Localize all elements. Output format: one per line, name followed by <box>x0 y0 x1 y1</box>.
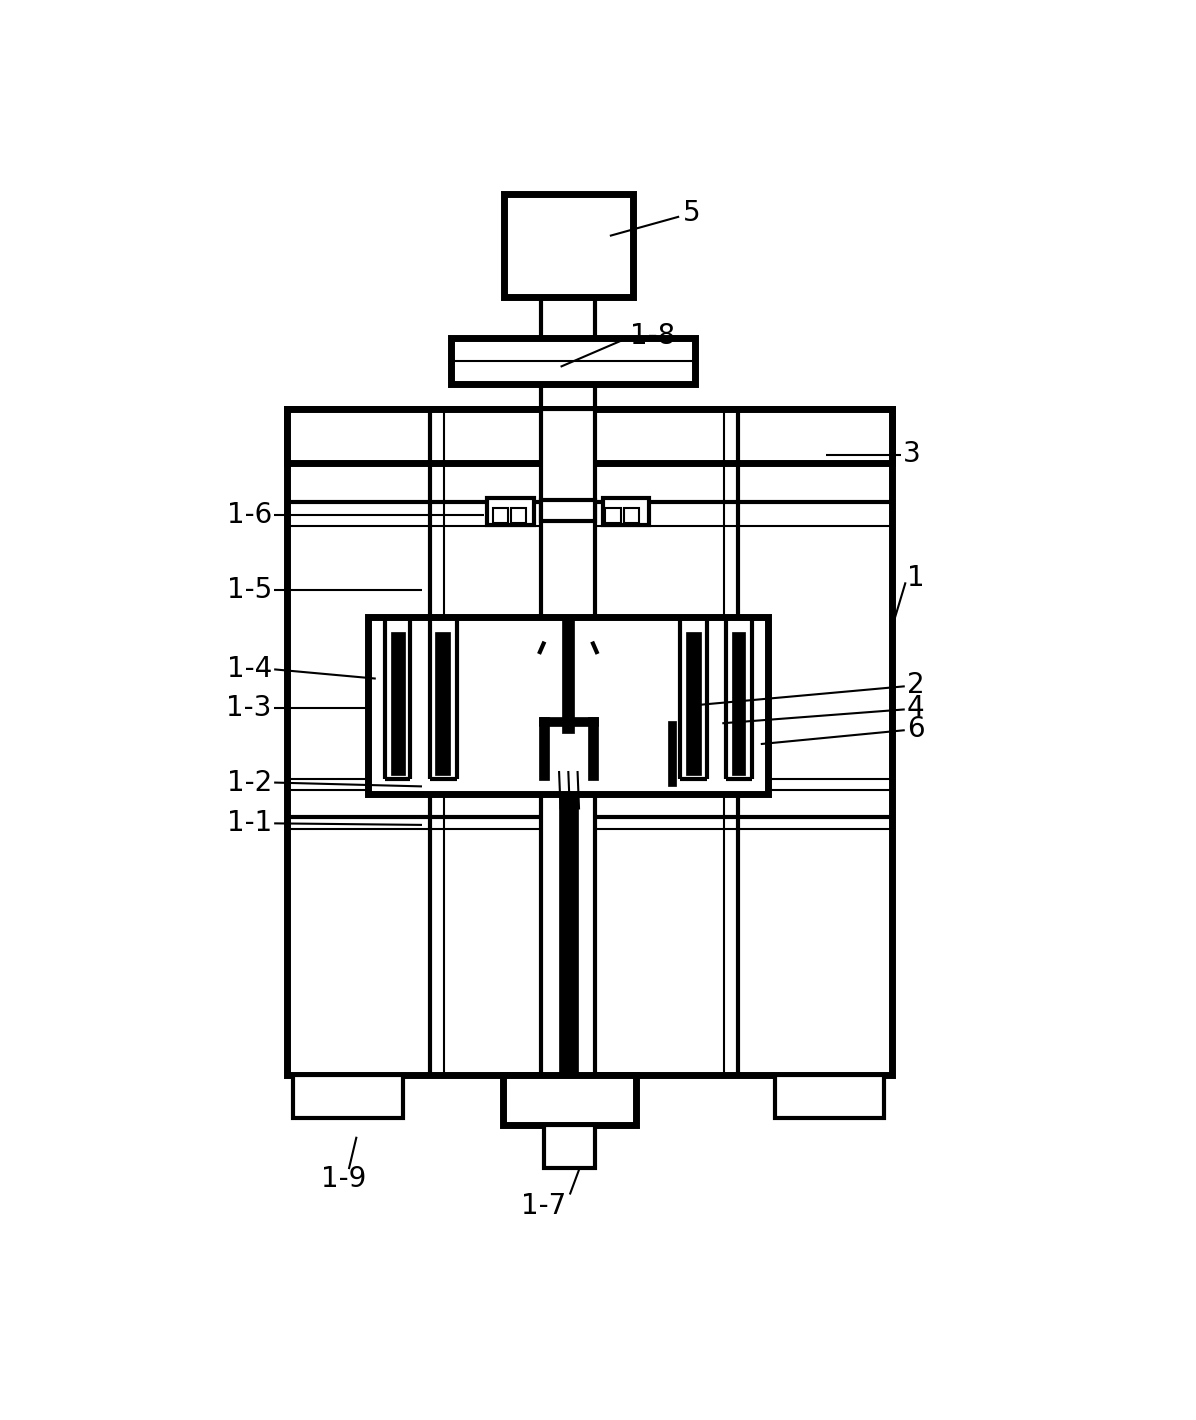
Text: 1-7: 1-7 <box>521 1191 566 1220</box>
Text: 4: 4 <box>907 694 925 721</box>
Bar <box>539 717 549 780</box>
Text: 1: 1 <box>907 565 925 592</box>
Bar <box>562 618 574 733</box>
Text: 1-2: 1-2 <box>226 768 271 797</box>
Bar <box>451 338 695 385</box>
Bar <box>368 618 769 794</box>
Text: 2: 2 <box>907 670 925 699</box>
Text: 1-6: 1-6 <box>226 501 271 530</box>
Bar <box>542 500 596 521</box>
Bar <box>544 1125 596 1167</box>
Text: 1-9: 1-9 <box>321 1164 366 1193</box>
Bar <box>391 632 405 775</box>
Bar <box>775 1075 884 1118</box>
Text: 1-3: 1-3 <box>226 694 271 721</box>
Bar <box>504 193 633 297</box>
Text: 6: 6 <box>907 714 925 743</box>
Text: 1-4: 1-4 <box>226 656 271 683</box>
Text: 1-5: 1-5 <box>226 577 271 604</box>
Bar <box>287 409 892 1075</box>
Bar <box>624 508 639 523</box>
Bar <box>587 717 598 780</box>
Bar <box>605 508 621 523</box>
Bar <box>559 794 578 1075</box>
Text: 1-8: 1-8 <box>630 322 675 349</box>
Bar <box>511 508 526 523</box>
Bar <box>687 632 702 775</box>
Bar <box>488 497 533 524</box>
Bar <box>287 409 892 463</box>
Bar <box>435 632 451 775</box>
Text: 1-1: 1-1 <box>226 809 271 838</box>
Bar <box>293 1075 403 1118</box>
Text: 5: 5 <box>683 199 701 227</box>
Bar <box>502 1075 636 1125</box>
Bar <box>539 717 598 727</box>
Bar <box>603 497 649 524</box>
Bar <box>542 409 596 618</box>
Bar <box>669 721 676 787</box>
Bar <box>542 794 596 1075</box>
Bar <box>493 508 508 523</box>
Bar <box>732 632 745 775</box>
Text: 3: 3 <box>903 440 921 467</box>
